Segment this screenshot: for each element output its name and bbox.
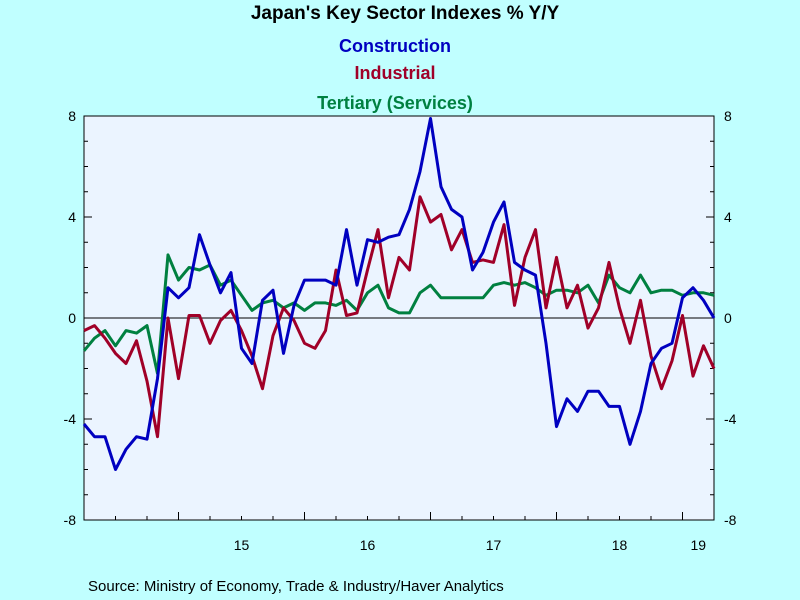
source-note: Source: Ministry of Economy, Trade & Ind… <box>88 578 504 595</box>
y-tick-right-label: 4 <box>724 209 732 225</box>
y-tick-right-label: 0 <box>724 310 732 326</box>
x-tick-label: 19 <box>690 537 706 553</box>
y-tick-left-label: -4 <box>64 411 77 427</box>
legend-tertiary: Tertiary (Services) <box>317 93 473 113</box>
legend-industrial: Industrial <box>354 63 435 83</box>
y-tick-left-label: 8 <box>68 108 76 124</box>
y-axis-right: 8 4 0 -4 -8 <box>706 108 737 528</box>
x-tick-label: 15 <box>234 537 250 553</box>
series-line-tertiary <box>82 253 715 375</box>
y-tick-left-label: -8 <box>64 512 77 528</box>
y-tick-left-label: 0 <box>68 310 76 326</box>
x-axis: 15 16 17 18 19 <box>83 512 715 553</box>
y-tick-right-label: -8 <box>724 512 737 528</box>
y-tick-right-label: -4 <box>724 411 737 427</box>
chart-title: Japan's Key Sector Indexes % Y/Y <box>251 3 560 24</box>
y-tick-right-label: 8 <box>724 108 732 124</box>
y-tick-left-label: 4 <box>68 209 76 225</box>
y-axis-left: 8 4 0 -4 -8 <box>64 108 92 528</box>
x-tick-label: 17 <box>486 537 502 553</box>
series-line-industrial <box>83 195 716 439</box>
x-tick-label: 16 <box>360 537 376 553</box>
series-lines <box>82 117 716 471</box>
series-line-construction <box>82 117 716 471</box>
legend-construction: Construction <box>339 36 451 56</box>
x-tick-label: 18 <box>612 537 628 553</box>
